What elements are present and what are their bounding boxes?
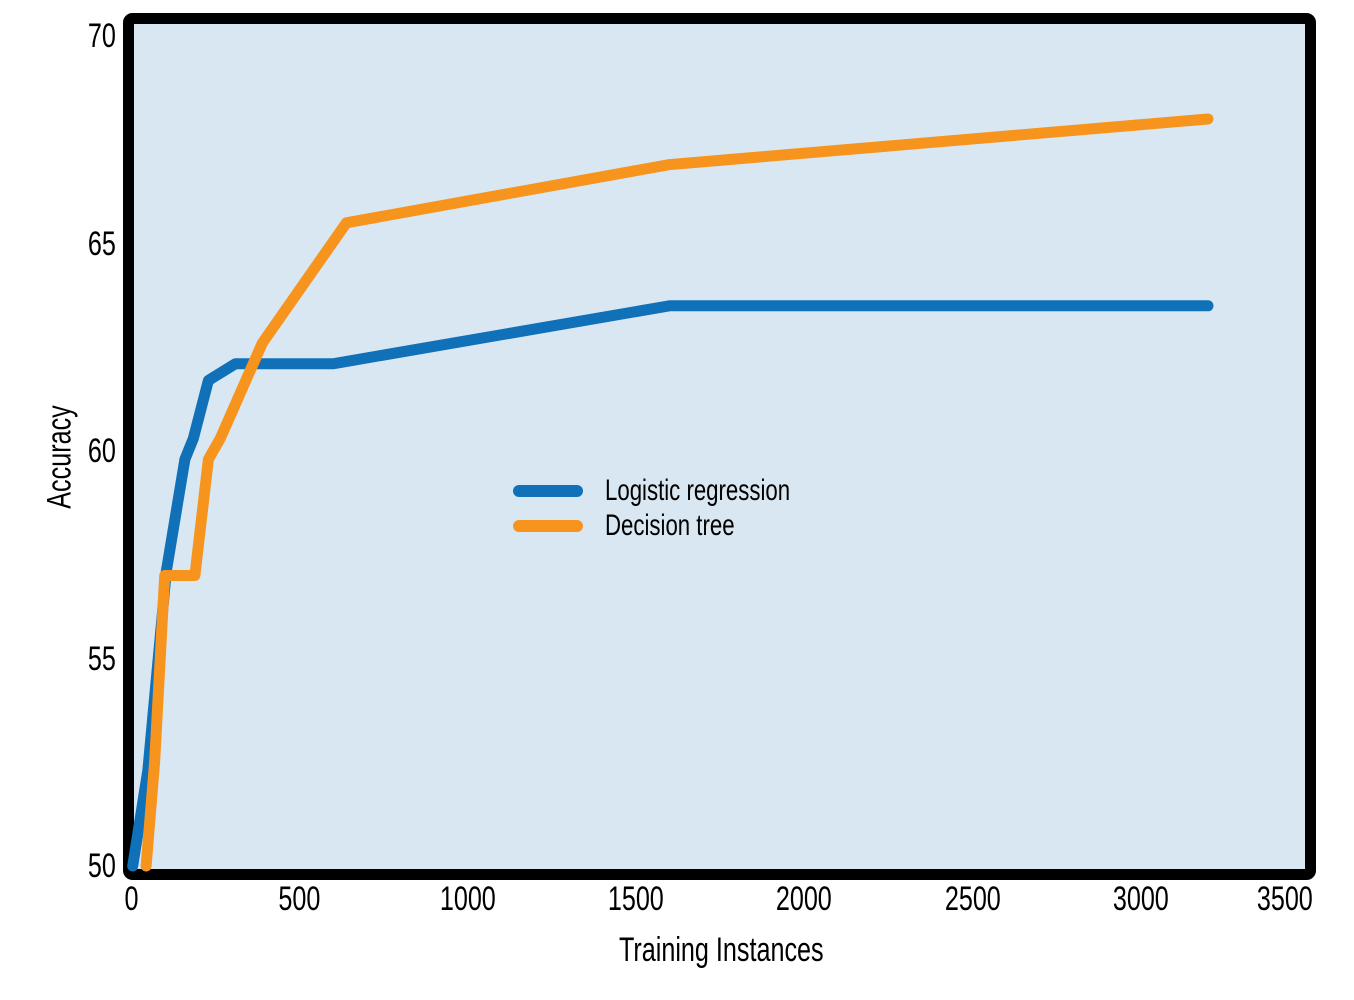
legend-swatch-logistic-regression [513,484,583,497]
plot-border [123,13,1316,880]
y-tick-label-70: 70 [88,17,116,55]
series-line-decision-tree [140,113,1214,872]
plot-area [128,18,1311,875]
legend: Logistic regression Decision tree [513,473,855,543]
x-tick-label-2500: 2500 [944,880,1001,918]
x-tick-label-3000: 3000 [1112,880,1169,918]
legend-item-decision-tree: Decision tree [513,508,855,543]
series-lines [127,113,1214,872]
x-tick-label-0: 0 [123,880,138,918]
x-tick-label-2000: 2000 [776,880,833,918]
legend-label-decision-tree: Decision tree [605,508,735,542]
x-tick-label-3500: 3500 [1257,880,1313,918]
legend-swatch-decision-tree [513,519,583,532]
x-tick-label-1500: 1500 [607,880,664,918]
x-axis-title: Training Instances [618,931,824,969]
y-tick-label-55: 55 [88,639,116,678]
y-tick-label-50: 50 [88,847,116,885]
y-tick-label-60: 60 [88,432,116,470]
x-tick-label-1000: 1000 [439,880,496,918]
x-tick-label-500: 500 [278,880,321,918]
y-tick-label-65: 65 [88,224,116,263]
legend-item-logistic-regression: Logistic regression [513,473,855,508]
legend-label-logistic-regression: Logistic regression [605,473,791,507]
y-axis-title: Accuracy [40,405,79,509]
